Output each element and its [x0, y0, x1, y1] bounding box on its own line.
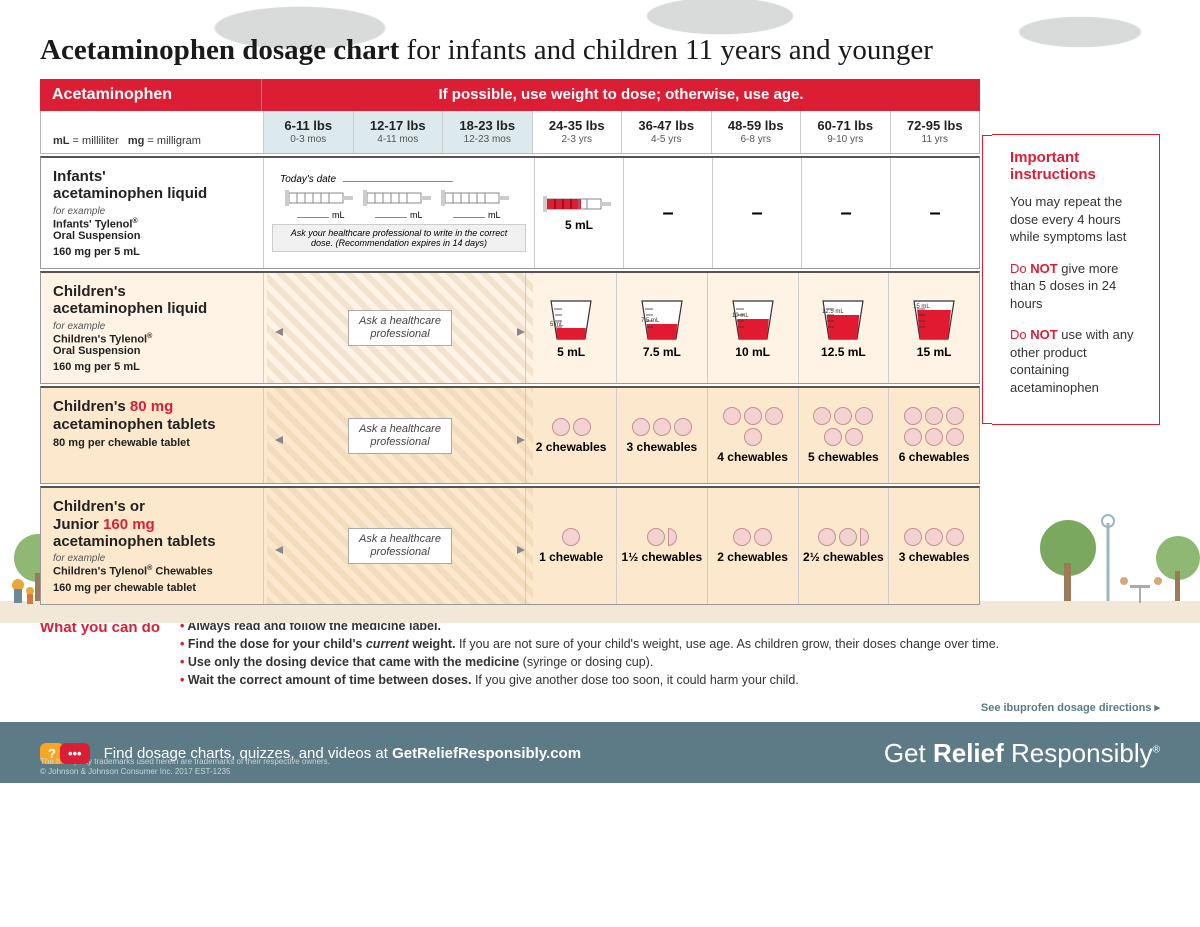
dose-cell: 6 chewables	[888, 388, 979, 483]
pills-icon	[562, 528, 580, 546]
footer: ? ••• Find dosage charts, quizzes, and v…	[0, 722, 1200, 783]
side-text: Do NOT give more than 5 doses in 24 hour…	[1010, 260, 1147, 313]
example-label: for example	[53, 321, 251, 332]
dose-cell: 3 chewables	[616, 388, 707, 483]
dose-cell: 3 chewables	[888, 488, 979, 603]
svg-text:7.5 mL: 7.5 mL	[641, 318, 660, 324]
strength: 160 mg per 5 mL	[53, 246, 251, 258]
page-title: Acetaminophen dosage chart for infants a…	[40, 34, 1160, 67]
svg-text:15 mL: 15 mL	[913, 304, 930, 310]
row-childrens-liquid: Children'sacetaminophen liquid for examp…	[40, 271, 980, 384]
side-text: You may repeat the dose every 4 hours wh…	[1010, 193, 1147, 246]
dosage-chart: Acetaminophen If possible, use weight to…	[40, 79, 980, 605]
hcp-note: Ask your healthcare professional to writ…	[272, 224, 526, 253]
svg-text:10 mL: 10 mL	[732, 313, 749, 319]
pills-icon	[818, 528, 869, 546]
row-80mg-tablets: Children's 80 mgacetaminophen tablets 80…	[40, 386, 980, 484]
weight-column-header: 18-23 lbs12-23 mos	[442, 111, 532, 153]
strength: 160 mg per chewable tablet	[53, 582, 251, 594]
syringe-filled-icon	[543, 194, 615, 214]
pills-icon	[904, 528, 964, 546]
ask-professional-span: Ask a healthcare professional	[267, 273, 533, 383]
ml-blank: mL	[297, 210, 344, 220]
dose-cell: 5 chewables	[798, 388, 889, 483]
product-name: Children's 80 mgacetaminophen tablets	[53, 398, 251, 433]
pills-icon	[647, 528, 677, 546]
svg-text:12.5 mL: 12.5 mL	[822, 309, 844, 315]
syringe-icon	[285, 188, 357, 208]
dose-cell: –	[623, 158, 712, 268]
svg-text:5 mL: 5 mL	[550, 322, 564, 328]
dose-cell: 1 chewable	[525, 488, 616, 603]
dose-cell: 15 mL 15 mL	[888, 273, 979, 383]
ask-professional-span: Ask a healthcare professional	[267, 388, 533, 483]
weight-column-header: 24-35 lbs2-3 yrs	[532, 111, 622, 153]
ml-blank: mL	[375, 210, 422, 220]
wycd-item: Wait the correct amount of time between …	[180, 673, 1160, 687]
row-infants-liquid: Infants'acetaminophen liquid for example…	[40, 156, 980, 269]
product-example: Infants' Tylenol®Oral Suspension	[53, 218, 251, 243]
pills-icon	[718, 407, 788, 446]
dose-cell: 5 mL	[534, 158, 623, 268]
wycd-label: What you can do	[40, 619, 170, 691]
product-example: Children's Tylenol® Chewables	[53, 565, 251, 578]
wycd-item: Always read and follow the medicine labe…	[180, 619, 1160, 633]
weight-column-header: 48-59 lbs6-8 yrs	[711, 111, 801, 153]
dosing-cup-icon: 12.5 mL	[819, 297, 867, 341]
weight-column-header: 60-71 lbs9-10 yrs	[800, 111, 890, 153]
column-headers: mL = milliliter mg = milligram 6-11 lbs0…	[40, 111, 980, 154]
row-160mg-tablets: Children's orJunior 160 mgacetaminophen …	[40, 486, 980, 604]
product-name: Children's orJunior 160 mgacetaminophen …	[53, 498, 251, 550]
important-instructions-panel: Important instructions You may repeat th…	[992, 134, 1160, 425]
dosing-instruction: If possible, use weight to dose; otherwi…	[262, 79, 980, 111]
pills-icon	[808, 407, 878, 446]
side-text: Do NOT use with any other product contai…	[1010, 326, 1147, 396]
wycd-item: Use only the dosing device that came wit…	[180, 655, 1160, 669]
example-label: for example	[53, 553, 251, 564]
dosing-cup-icon: 7.5 mL	[638, 297, 686, 341]
dose-cell: 1½ chewables	[616, 488, 707, 603]
side-title: Important instructions	[1010, 149, 1147, 183]
dose-cell: 2 chewables	[525, 388, 616, 483]
weight-column-header: 36-47 lbs4-5 yrs	[621, 111, 711, 153]
dose-cell: –	[712, 158, 801, 268]
pills-icon	[552, 418, 591, 436]
wycd-item: Find the dose for your child's current w…	[180, 637, 1160, 651]
dose-cell: 2½ chewables	[798, 488, 889, 603]
ml-blank: mL	[453, 210, 500, 220]
legend-text: mL = milliliter mg = milligram	[41, 111, 263, 153]
dosing-cup-icon: 15 mL	[910, 297, 958, 341]
pills-icon	[733, 528, 772, 546]
syringe-icon	[363, 188, 435, 208]
what-you-can-do: What you can do Always read and follow t…	[0, 605, 1200, 701]
dose-cell: –	[890, 158, 979, 268]
header-bar: Acetaminophen If possible, use weight to…	[40, 79, 980, 111]
strength: 80 mg per chewable tablet	[53, 437, 251, 449]
footer-brand: Get Relief Responsibly®	[884, 738, 1160, 769]
ask-professional-span: Ask a healthcare professional	[267, 488, 533, 603]
example-label: for example	[53, 206, 251, 217]
dose-cell: 10 mL 10 mL	[707, 273, 798, 383]
dosing-cup-icon: 5 mL	[547, 297, 595, 341]
see-ibuprofen-link[interactable]: See ibuprofen dosage directions ▸	[0, 701, 1200, 722]
pills-icon	[899, 407, 969, 446]
strength: 160 mg per 5 mL	[53, 361, 251, 373]
dose-cell: 5 mL 5 mL	[525, 273, 616, 383]
dose-cell: –	[801, 158, 890, 268]
product-name: Children'sacetaminophen liquid	[53, 283, 251, 318]
product-name: Infants'acetaminophen liquid	[53, 168, 251, 203]
product-example: Children's Tylenol®Oral Suspension	[53, 333, 251, 358]
dose-cell: 2 chewables	[707, 488, 798, 603]
today-date-label: Today's date	[280, 174, 453, 185]
weight-column-header: 12-17 lbs4-11 mos	[353, 111, 443, 153]
weight-column-header: 6-11 lbs0-3 mos	[263, 111, 353, 153]
dose-cell: 7.5 mL 7.5 mL	[616, 273, 707, 383]
pills-icon	[632, 418, 692, 436]
weight-column-header: 72-95 lbs11 yrs	[890, 111, 980, 153]
syringe-icon	[441, 188, 513, 208]
dose-cell: 12.5 mL 12.5 mL	[798, 273, 889, 383]
drug-name: Acetaminophen	[40, 79, 262, 111]
dose-cell: 4 chewables	[707, 388, 798, 483]
dosing-cup-icon: 10 mL	[729, 297, 777, 341]
